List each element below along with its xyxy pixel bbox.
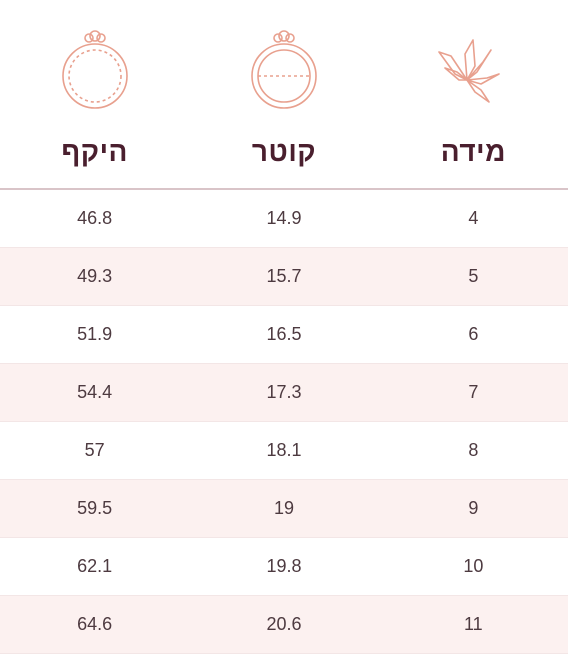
cell-size: 9 <box>468 498 479 518</box>
table-row: 7 17.3 54.4 <box>0 364 568 422</box>
cell-diameter: 15.7 <box>266 266 302 286</box>
table-row: 4 14.9 46.8 <box>0 190 568 248</box>
cell-size: 5 <box>468 266 479 286</box>
table-row: 11 20.6 64.6 <box>0 596 568 654</box>
cell-size: 8 <box>468 440 479 460</box>
cell-diameter: 16.5 <box>266 324 302 344</box>
column-title-diameter: קוטר <box>251 136 317 167</box>
table-row: 8 18.1 57 <box>0 422 568 480</box>
cell-circumference: 62.1 <box>77 556 113 576</box>
cell-diameter: 19.8 <box>266 556 302 576</box>
table-body: 4 14.9 46.8 5 15.7 49.3 6 16.5 51.9 7 17… <box>0 190 568 654</box>
cell-size: 6 <box>468 324 479 344</box>
cell-diameter: 18.1 <box>266 440 302 460</box>
ring-circumference-icon <box>61 30 128 109</box>
cell-diameter: 14.9 <box>266 208 302 228</box>
column-title-circumference: היקף <box>61 136 128 167</box>
cell-size: 7 <box>468 382 479 402</box>
cell-size: 4 <box>468 208 479 228</box>
ring-diameter-icon <box>251 30 317 109</box>
cell-circumference: 57 <box>84 440 105 460</box>
cell-size: 11 <box>464 614 483 634</box>
header-size: מידה <box>379 0 568 188</box>
diamond-flower-icon <box>438 39 501 103</box>
header-circumference: היקף <box>0 0 189 188</box>
table-header: מידה קוטר <box>0 0 568 190</box>
cell-diameter: 17.3 <box>266 382 302 402</box>
table-row: 9 19 59.5 <box>0 480 568 538</box>
table-row: 6 16.5 51.9 <box>0 306 568 364</box>
cell-circumference: 51.9 <box>77 324 113 344</box>
column-title-size: מידה <box>440 136 506 167</box>
cell-diameter: 20.6 <box>266 614 302 634</box>
cell-circumference: 54.4 <box>77 382 113 402</box>
table-row: 10 19.8 62.1 <box>0 538 568 596</box>
cell-circumference: 64.6 <box>77 614 113 634</box>
cell-diameter: 19 <box>274 498 295 518</box>
cell-circumference: 46.8 <box>77 208 113 228</box>
cell-circumference: 49.3 <box>77 266 113 286</box>
table-row: 5 15.7 49.3 <box>0 248 568 306</box>
header-diameter: קוטר <box>189 0 378 188</box>
cell-size: 10 <box>463 556 484 576</box>
cell-circumference: 59.5 <box>77 498 113 518</box>
